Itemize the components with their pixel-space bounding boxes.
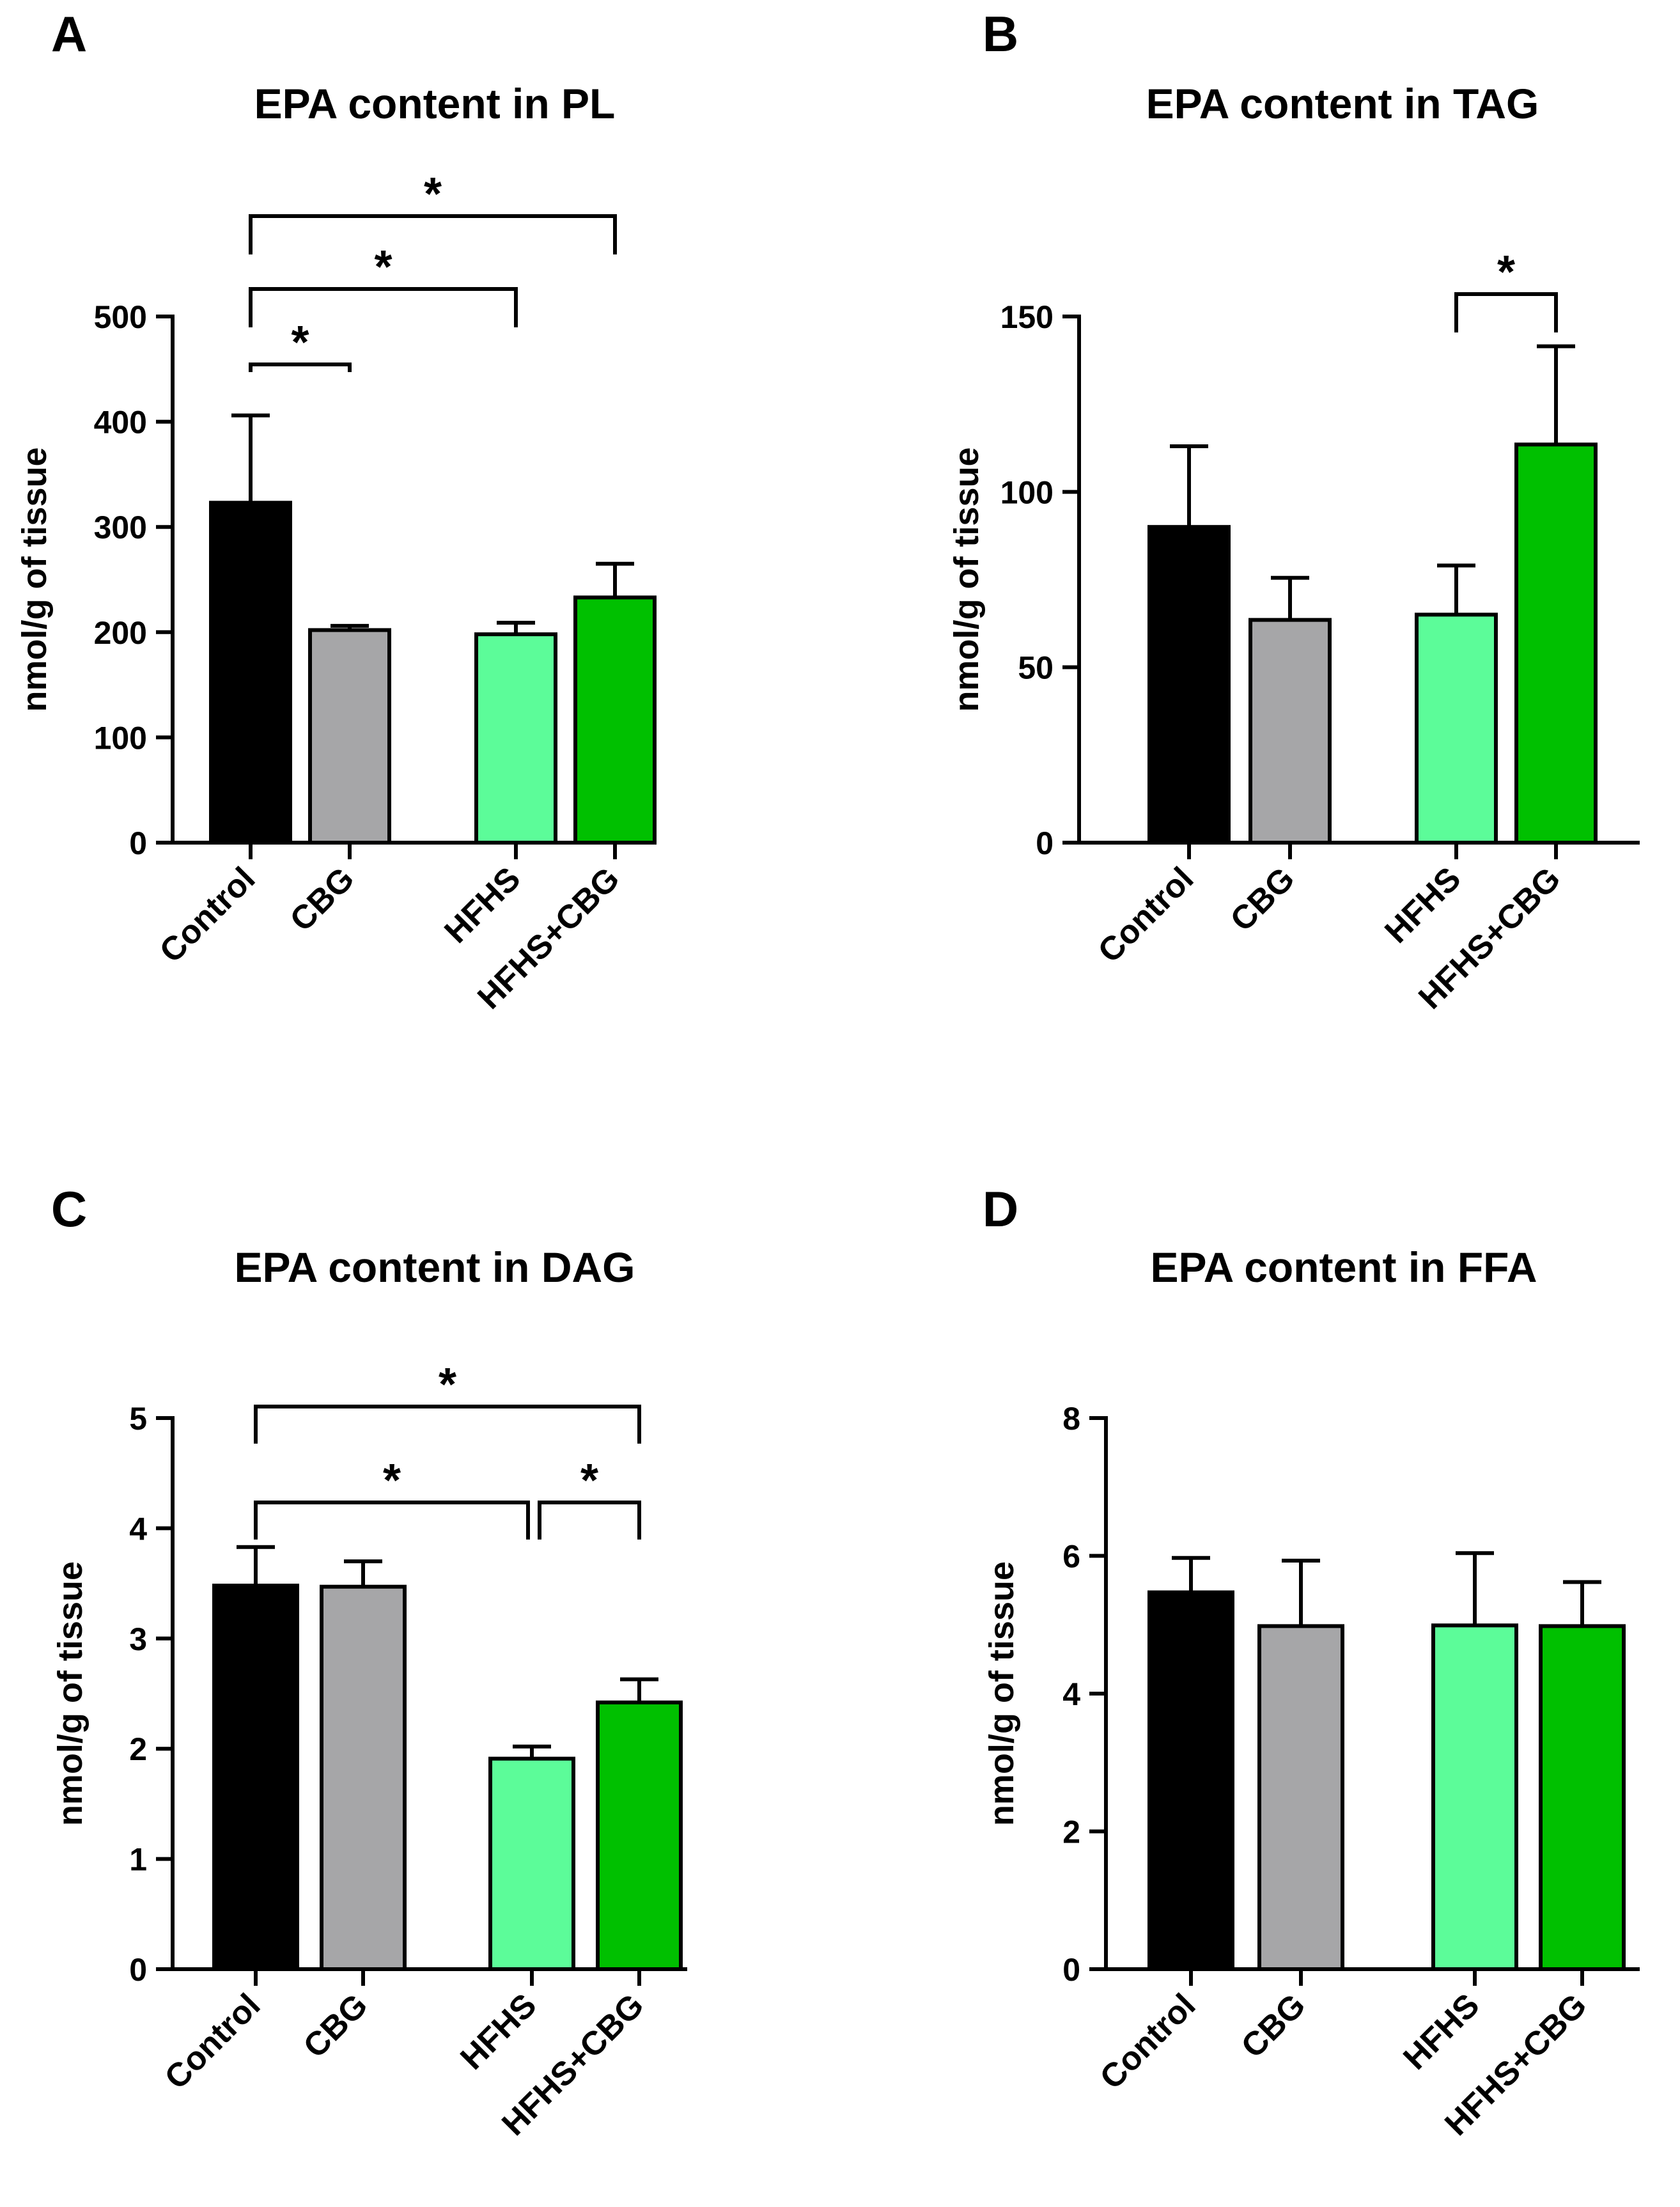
chart-title: EPA content in FFA: [1151, 1244, 1537, 1291]
bar-control: [209, 501, 292, 845]
y-tick-label: 300: [94, 510, 147, 545]
y-tick-label: 0: [1036, 825, 1054, 861]
x-tick-label: Control: [1091, 860, 1201, 970]
y-tick-label: 0: [1062, 1952, 1080, 1988]
panel-B: B EPA content in TAG nmol/g of tissue 0 50 10…: [947, 6, 1640, 1017]
y-tick-label: 200: [94, 615, 147, 651]
y-axis-label: nmol/g of tissue: [51, 1561, 89, 1826]
bar-hfhs-plus-cbg: [1539, 1624, 1626, 1971]
chart-title: EPA content in DAG: [235, 1244, 635, 1291]
significance-star: *: [374, 242, 392, 293]
y-tick-label: 5: [129, 1401, 147, 1437]
bar-cbg: [1257, 1624, 1344, 1971]
bar-cbg: [308, 628, 391, 845]
y-tick-label: 0: [129, 1952, 147, 1988]
panel-label: D: [983, 1181, 1018, 1237]
x-tick-label: HFHS: [1396, 1986, 1486, 2077]
y-tick-label: 1: [129, 1842, 147, 1878]
significance-bracket: [1454, 292, 1558, 332]
x-tick-label: HFHS: [1378, 860, 1468, 950]
significance-star: *: [1497, 247, 1515, 298]
x-tick-label: CBG: [283, 860, 362, 939]
panel-label: A: [51, 6, 87, 62]
y-tick-label: 6: [1062, 1539, 1080, 1575]
x-tick-label: HFHS: [437, 860, 527, 950]
significance-star: *: [383, 1455, 401, 1506]
bar-hfhs-plus-cbg: [573, 595, 657, 845]
panel-label: B: [983, 6, 1018, 62]
y-tick-label: 8: [1062, 1401, 1080, 1437]
panel-A: A EPA content in PL nmol/g of tissue 0 100 20…: [15, 6, 657, 1017]
significance-star: *: [580, 1455, 598, 1506]
x-tick-label: CBG: [1234, 1986, 1313, 2065]
y-tick-label: 3: [129, 1621, 147, 1657]
y-tick-label: 4: [129, 1511, 147, 1547]
y-tick-label: 400: [94, 405, 147, 441]
bar-control: [212, 1584, 299, 1972]
bar-hfhs: [488, 1756, 575, 1972]
y-tick-label: 0: [129, 825, 147, 861]
significance-star: *: [424, 169, 442, 220]
y-tick-label: 100: [1000, 474, 1054, 510]
bar-hfhs: [1431, 1623, 1518, 1971]
y-axis-label: nmol/g of tissue: [15, 447, 54, 712]
significance-bracket: [249, 214, 617, 254]
significance-bracket: [249, 287, 518, 327]
bar-hfhs: [1415, 612, 1498, 845]
y-tick-label: 4: [1062, 1676, 1080, 1712]
chart-title: EPA content in TAG: [1146, 80, 1539, 127]
y-tick-label: 50: [1018, 650, 1054, 686]
significance-bracket: [538, 1501, 641, 1540]
bar-hfhs-plus-cbg: [596, 1700, 683, 1971]
significance-star: *: [291, 317, 309, 368]
x-tick-label: HFHS: [453, 1986, 543, 2077]
y-tick-label: 2: [1062, 1814, 1080, 1850]
x-tick-label: CBG: [1224, 860, 1302, 939]
x-tick-label: Control: [153, 860, 263, 970]
x-tick-label: Control: [1093, 1986, 1203, 2096]
panel-D: D EPA content in FFA nmol/g of tissue 0 2 4 6 8…: [983, 1181, 1640, 2143]
y-tick-label: 500: [94, 299, 147, 335]
bar-control: [1147, 525, 1231, 845]
y-tick-label: 150: [1000, 299, 1054, 335]
y-tick-label: 2: [129, 1731, 147, 1767]
x-tick-label: Control: [158, 1986, 268, 2096]
bar-control: [1147, 1590, 1234, 1971]
x-tick-label: CBG: [297, 1986, 375, 2065]
significance-bracket: [249, 363, 352, 372]
significance-bracket: [254, 1405, 641, 1444]
bar-hfhs-plus-cbg: [1514, 442, 1598, 845]
significance-star: *: [439, 1359, 456, 1410]
bar-hfhs: [474, 632, 557, 845]
significance-bracket: [254, 1501, 530, 1540]
bar-cbg: [320, 1584, 407, 1971]
chart-title: EPA content in PL: [254, 80, 616, 127]
bar-cbg: [1248, 618, 1332, 845]
panel-C: C EPA content in DAG nmol/g of tissue 0 1 2 3 4…: [51, 1181, 687, 2143]
y-axis-label: nmol/g of tissue: [983, 1561, 1021, 1826]
y-tick-label: 100: [94, 720, 147, 756]
y-axis-label: nmol/g of tissue: [947, 447, 986, 712]
panel-label: C: [51, 1181, 87, 1237]
